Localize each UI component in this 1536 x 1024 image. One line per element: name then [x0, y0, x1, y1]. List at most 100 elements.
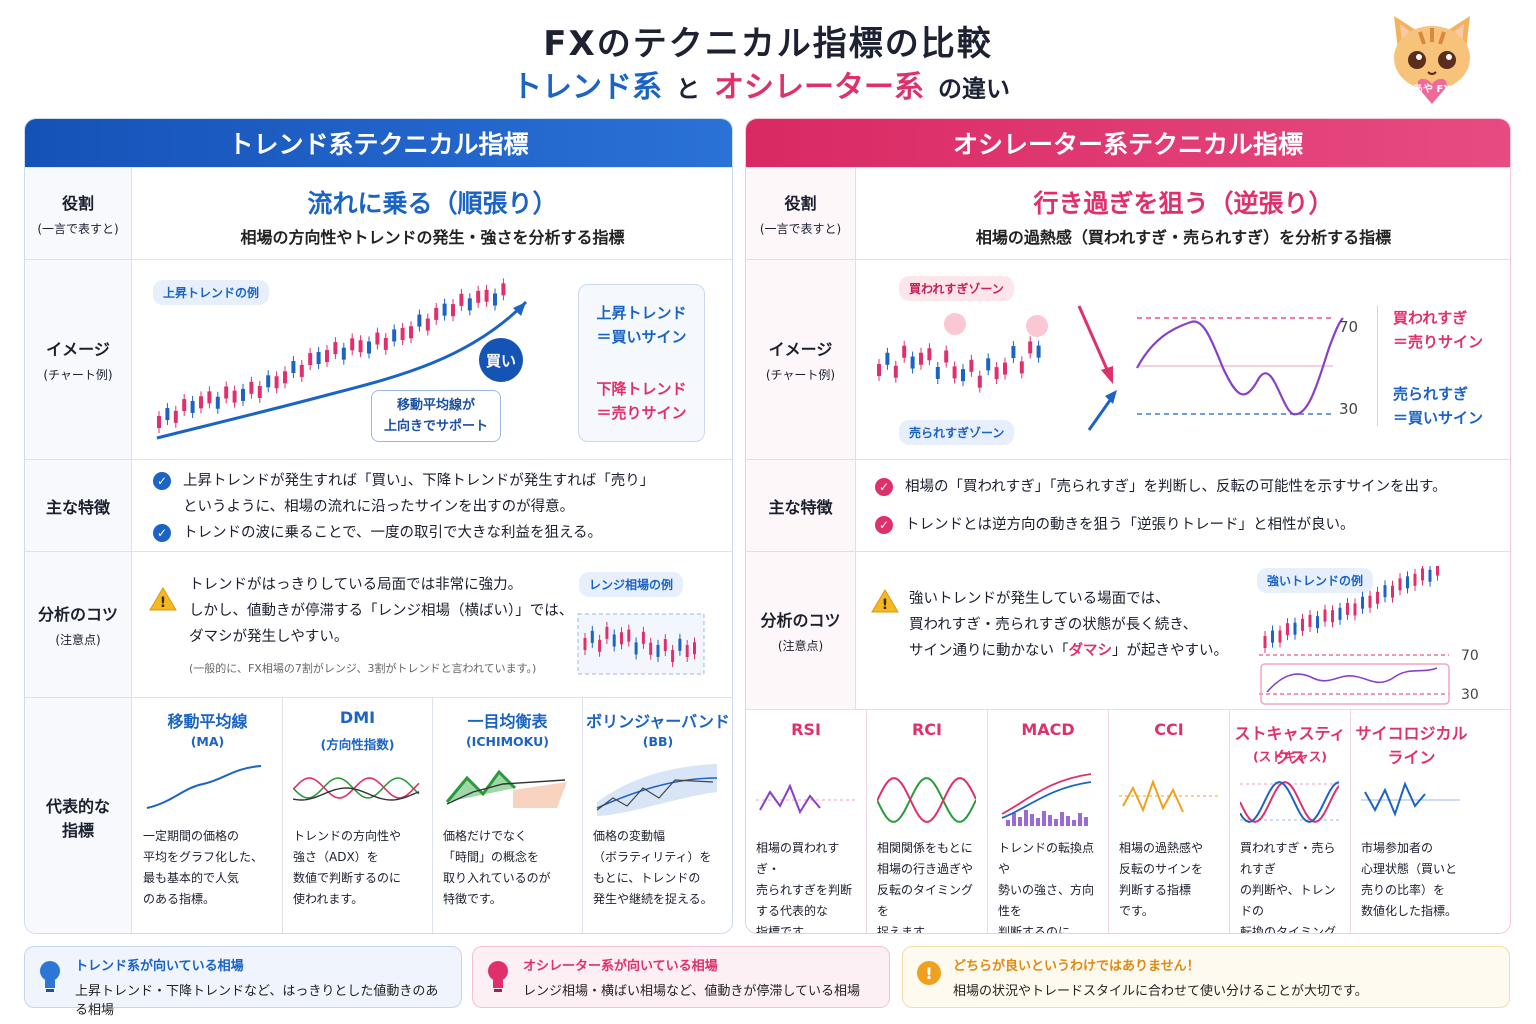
indicator-desc-line: 「時間」の概念を: [443, 850, 540, 864]
candle-body: [199, 396, 203, 409]
level-30-label: 30: [1339, 400, 1358, 418]
indicator-1: RCI 相関関係をもとに 相場の行き過ぎや 反転のタイミングを 捉えます。: [867, 710, 988, 933]
osc-tip-3: サイン通りに動かない「ダマシ」が起きやすい。: [909, 638, 1228, 664]
indicator-mini-chart: [445, 769, 567, 808]
candle-body: [902, 345, 907, 358]
candle-body: [157, 416, 161, 428]
candle-body: [1278, 630, 1282, 643]
tip-label-sub: (注意点): [777, 639, 824, 653]
indicator-desc-line: 指標です。: [756, 925, 815, 934]
candle-body: [583, 638, 587, 650]
indicator-desc-line: の判断や、トレンドの: [1240, 883, 1336, 918]
candle-body: [641, 631, 645, 644]
trend-indicator-row: 代表的な 指標 移動平均線 (MA) 一定期間の価格の 平均をグラフ化した、 最も基本的で…: [25, 697, 732, 933]
osc-suited-title: オシレーター系が向いている相場: [523, 959, 718, 974]
trend-panel-header: トレンド系テクニカル指標: [25, 119, 732, 167]
exclamation-icon: !: [917, 961, 941, 985]
indicator-desc: 市場参加者の 心理状態（買いと 売りの比率）を 数値化した指標。: [1361, 838, 1466, 922]
indicator-subname: (MA): [190, 734, 225, 749]
indicator-3: CCI 相場の過熱感や 反転のサインを 判断する指標 です。: [1109, 710, 1230, 933]
indicator-desc: 相場の買われすぎ・ 売られすぎを判断 する代表的な 指標です。: [756, 838, 860, 934]
candle-body: [249, 381, 254, 394]
role-label-text: 役割: [784, 194, 817, 213]
ma-callout-line2: 上向きでサポート: [383, 419, 488, 434]
osc-suited-desc: レンジ相場・横ばい相場など、値動きが停滞している相場: [523, 984, 860, 999]
osc-suited-box: オシレーター系が向いている相場 レンジ相場・横ばい相場など、値動きが停滞している…: [472, 946, 890, 1008]
svg-text:!: !: [882, 597, 888, 613]
indicator-subname: (方向性指数): [320, 737, 395, 752]
tip-label-sub: (注意点): [55, 633, 101, 647]
indicator-desc-line: 勢いの強さ、方向性を: [998, 883, 1095, 918]
indicator-subname: (ストキャス): [1253, 749, 1327, 764]
level-70-label-2: 70: [1461, 648, 1479, 664]
candle-body: [927, 348, 932, 361]
candle-body: [649, 642, 653, 655]
candle-body: [425, 318, 430, 331]
candle-body: [1011, 346, 1016, 359]
candle-body: [1286, 623, 1289, 636]
candle-body: [986, 358, 991, 371]
osc-feature-1: ✓ 相場の「買われすぎ」「売られすぎ」を判断し、反転の可能性を示すサインを出す。: [875, 474, 1447, 500]
note-box: ! どちらが良いというわけではありません！ 相場の状況やトレードスタイルに合わせ…: [902, 946, 1510, 1008]
sign-uptrend-1: 上昇トレンド: [596, 304, 687, 322]
indicator-desc: 価格だけでなく 「時間」の概念を 取り入れているのが 特徴です。: [443, 826, 576, 910]
candle-body: [341, 347, 346, 360]
ma-callout: 移動平均線が 上向きでサポート: [371, 390, 501, 442]
osc-role-title: 行き過ぎを狙う（逆張り）: [1033, 189, 1334, 218]
indicator-desc-line: 相関関係をもとに: [877, 841, 973, 855]
check-icon: ✓: [153, 472, 171, 490]
candle-body: [1376, 591, 1379, 604]
trend-tip-text: トレンドがはっきりしている局面では非常に強力。 しかし、値動きが停滞する「レンジ相…: [189, 572, 573, 650]
indicator-desc-line: 相場の過熱感や: [1119, 841, 1204, 855]
candle-body: [1406, 576, 1409, 589]
sign-downtrend-2: ＝売りサイン: [596, 404, 687, 422]
candle-body: [1421, 568, 1424, 581]
indicator-desc-line: 発生や継続を捉える。: [593, 892, 713, 906]
indicator-desc-line: 反転のタイミングを: [877, 883, 974, 918]
indicator-desc-line: 判断する指標: [1119, 883, 1192, 897]
indicator-desc: 価格の変動幅 （ボラティリティ）を もとに、トレンドの 発生や継続を捉える。: [593, 826, 727, 910]
candle-body: [612, 634, 616, 647]
indicator-name: 移動平均線: [167, 712, 248, 731]
sign-overbought-1: 買われすぎ: [1393, 309, 1468, 327]
indicator-desc-line: 一定期間の価格の: [143, 829, 240, 843]
indicator-0: RSI 相場の買われすぎ・ 売られすぎを判断 する代表的な 指標です。: [746, 710, 867, 934]
candle-body: [663, 639, 667, 652]
candle-body: [215, 396, 220, 409]
candle-body: [467, 298, 472, 311]
indicator-name: ボリンジャーバンド: [586, 712, 730, 731]
indicator-name: CCI: [1154, 720, 1184, 739]
warning-icon: !: [871, 589, 899, 613]
indicator-mini-chart: [1240, 780, 1339, 824]
indicator-name: DMI: [339, 708, 376, 727]
indicator-mini-chart: [146, 765, 262, 809]
candle-body: [1413, 573, 1417, 586]
indicator-0: 移動平均線 (MA) 一定期間の価格の 平均をグラフ化した、 最も基本的で人気 のある指標…: [133, 698, 283, 933]
indicator-mini-chart: [1001, 773, 1092, 826]
indicator-desc-line: 相場の行き過ぎや: [877, 862, 974, 876]
candle-body: [910, 356, 915, 369]
subtitle-and: と: [676, 75, 700, 103]
candle-body: [501, 283, 506, 296]
indicator-mini-chart: [293, 777, 420, 801]
tip-label-text: 分析のコツ: [37, 605, 118, 624]
warning-icon: !: [149, 587, 177, 611]
sign-oversold-2: ＝買いサイン: [1393, 409, 1484, 427]
ma-callout-line1: 移動平均線が: [396, 398, 475, 413]
indicator-mini-chart: [877, 777, 976, 823]
osc-tip-3c: 」が起きやすい。: [1112, 643, 1228, 659]
trend-feature-1: ✓ 上昇トレンドが発生すれば「買い」、下降トレンドが発生すれば「売り」 というように…: [153, 468, 654, 520]
trend-role-title: 流れに乗る（順張り）: [307, 189, 558, 218]
candle-body: [476, 290, 481, 303]
candle-body: [257, 385, 262, 398]
indicator-desc-line: 使われます。: [293, 892, 364, 906]
strong-trend-chip: 強いトレンドの例: [1257, 568, 1374, 593]
subtitle-trend: トレンド系: [512, 70, 662, 105]
indicator-desc-line: トレンドの方向性や: [293, 829, 402, 843]
candle-body: [165, 408, 170, 421]
candle-body: [1383, 585, 1387, 598]
sign-uptrend: 上昇トレンド ＝買いサイン: [579, 301, 704, 349]
indicator-desc: 一定期間の価格の 平均をグラフ化した、 最も基本的で人気 のある指標。: [143, 826, 276, 910]
indicator-desc-line: 取り入れているのが: [443, 871, 551, 885]
osc-feature-2: ✓ トレンドとは逆方向の動きを狙う「逆張りトレード」と相性が良い。: [875, 512, 1355, 538]
